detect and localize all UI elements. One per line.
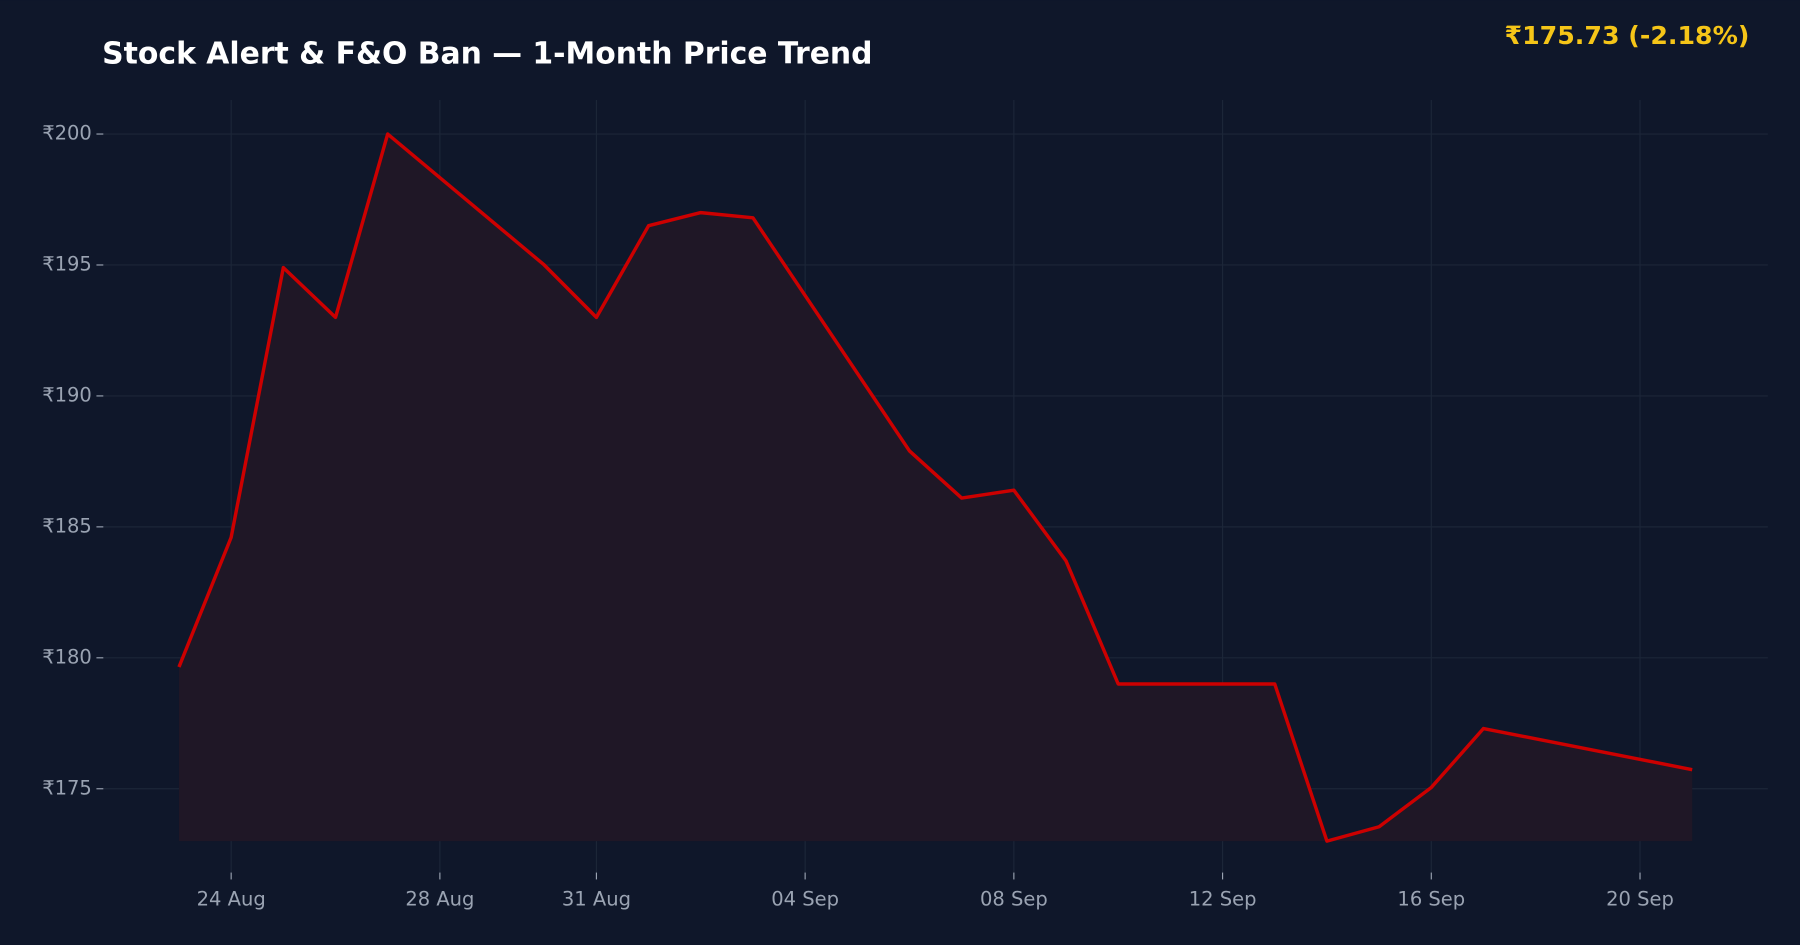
x-tick-label: 12 Sep <box>1189 888 1257 911</box>
chart-title: Stock Alert & F&O Ban — 1-Month Price Tr… <box>102 37 872 72</box>
x-tick-label: 20 Sep <box>1606 888 1674 911</box>
y-tick-label: ₹195 <box>42 252 92 275</box>
x-tick-label: 31 Aug <box>562 888 631 911</box>
x-tick-label: 04 Sep <box>771 888 839 911</box>
price-annotation: ₹175.73 (-2.18%) <box>1505 21 1750 50</box>
x-tick-label: 08 Sep <box>980 888 1048 911</box>
y-tick-label: ₹180 <box>42 645 92 668</box>
y-tick-label: ₹190 <box>42 383 92 406</box>
x-tick-label: 28 Aug <box>405 888 474 911</box>
y-tick-label: ₹185 <box>42 514 92 537</box>
x-tick-label: 16 Sep <box>1397 888 1465 911</box>
x-tick-label: 24 Aug <box>197 888 266 911</box>
y-tick-label: ₹175 <box>42 776 92 799</box>
area <box>178 134 1693 842</box>
line <box>177 132 1693 843</box>
y-tick-label: ₹200 <box>42 122 92 145</box>
